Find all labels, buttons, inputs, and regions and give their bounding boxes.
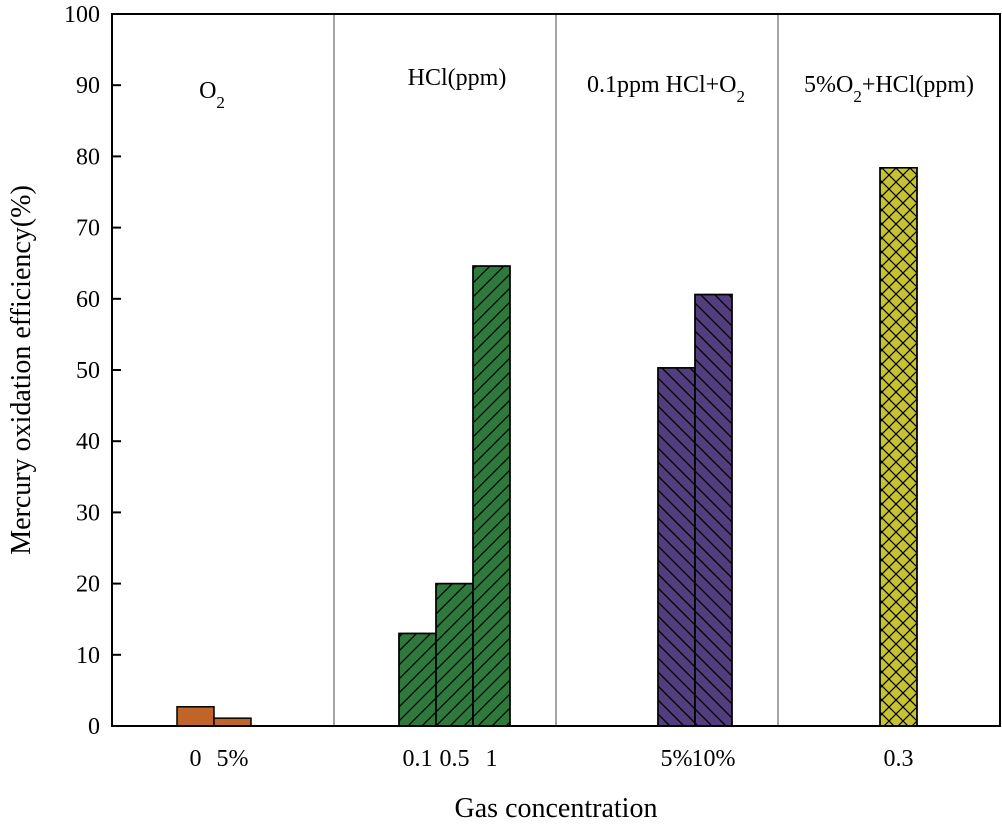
y-axis: 0 10 20 30 40 50 60 70 80 90 100 xyxy=(64,2,121,740)
y-tick-label: 60 xyxy=(76,287,100,313)
group-dividers xyxy=(333,14,779,726)
y-tick-label: 90 xyxy=(76,73,100,99)
category-label: 0.1 xyxy=(403,746,433,772)
y-tick-label: 0 xyxy=(88,714,100,740)
y-tick-label: 50 xyxy=(76,358,100,384)
category-labels: 0 5% 0.1 0.5 1 5% 10% 0.3 xyxy=(190,746,914,772)
bar-hatch xyxy=(879,167,918,727)
group-title: O2 xyxy=(199,78,225,112)
bar-fill xyxy=(213,717,252,727)
group-title: HCl(ppm) xyxy=(408,65,507,91)
bar-hatch xyxy=(657,367,696,727)
y-axis-title: Mercury oxidation efficiency(%) xyxy=(6,185,37,555)
y-tick-label: 10 xyxy=(76,643,100,669)
bar-fill xyxy=(176,706,215,727)
y-tick-label: 100 xyxy=(64,2,100,28)
category-label: 0.5 xyxy=(440,746,470,772)
y-tick-label: 30 xyxy=(76,500,100,526)
category-label: 5% xyxy=(661,746,693,772)
category-label: 5% xyxy=(217,746,249,772)
category-label: 10% xyxy=(692,746,736,772)
group-titles: O2 HCl(ppm) 0.1ppm HCl+O2 5%O2+HCl(ppm) xyxy=(199,65,974,112)
y-tick-label: 70 xyxy=(76,216,100,242)
y-tick-label: 20 xyxy=(76,572,100,598)
y-tick-label: 80 xyxy=(76,144,100,170)
x-axis-title: Gas concentration xyxy=(455,793,658,824)
bar-hatch xyxy=(398,632,437,727)
bars xyxy=(176,167,918,727)
y-tick-label: 40 xyxy=(76,429,100,455)
bar-hatch xyxy=(694,293,733,727)
group-title: 0.1ppm HCl+O2 xyxy=(587,72,745,106)
bar-hatch xyxy=(435,582,474,727)
category-label: 1 xyxy=(486,746,498,772)
group-title: 5%O2+HCl(ppm) xyxy=(804,72,974,106)
category-label: 0 xyxy=(190,746,202,772)
bar-hatch xyxy=(472,265,511,727)
category-label: 0.3 xyxy=(884,746,914,772)
